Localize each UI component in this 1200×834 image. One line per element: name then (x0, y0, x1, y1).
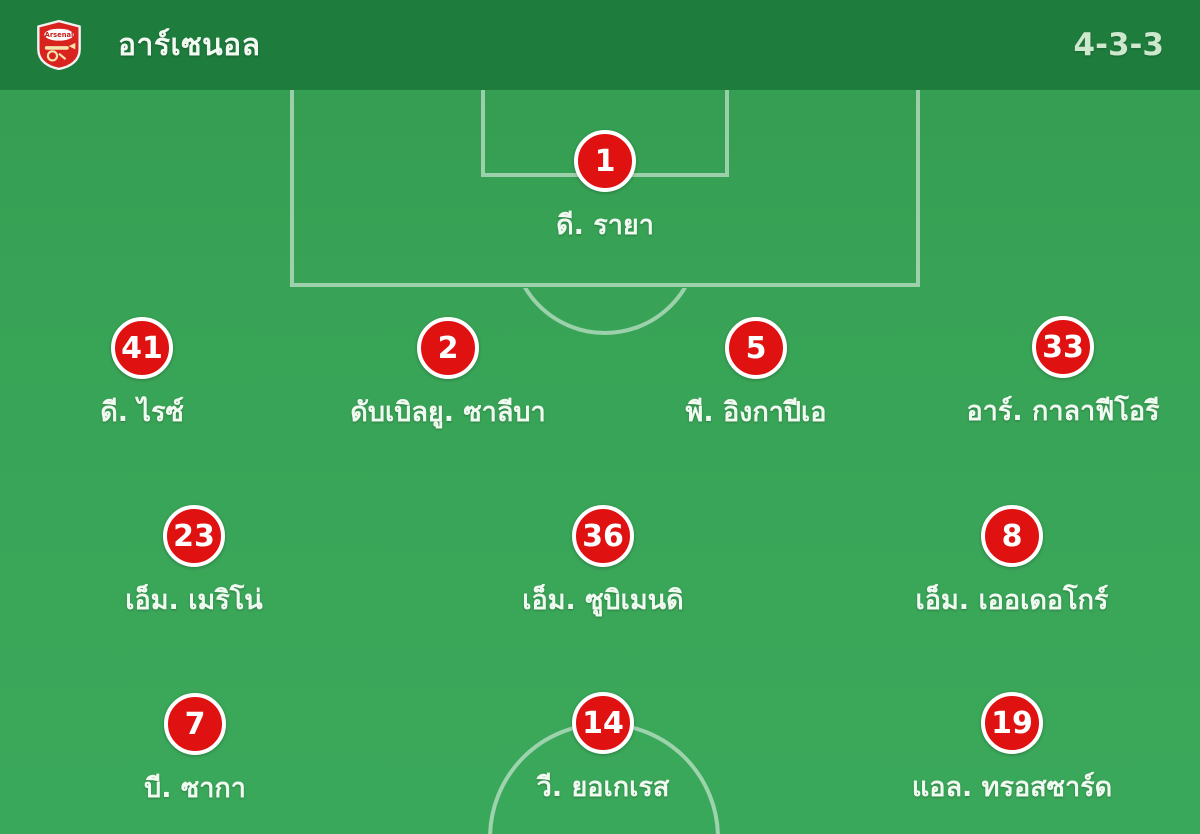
player-number-badge: 41 (111, 317, 173, 379)
player-name: ดี. รายา (556, 210, 654, 241)
arsenal-crest-icon: Arsenal (37, 20, 81, 70)
player-name: ดี. ไรซ์ (100, 397, 184, 428)
player-number-badge: 5 (725, 317, 787, 379)
player-number-badge: 23 (163, 505, 225, 567)
player-forward-1[interactable]: 7 บี. ซากา (35, 693, 355, 809)
player-midfielder-1[interactable]: 23 เอ็ม. เมริโน่ (34, 505, 354, 621)
crest-text: Arsenal (45, 31, 74, 39)
player-number-badge: 2 (417, 317, 479, 379)
player-defender-2[interactable]: 2 ดับเบิลยู. ซาลีบา (288, 317, 608, 433)
player-name: อาร์. กาลาฟีโอรี (966, 396, 1160, 427)
player-goalkeeper[interactable]: 1 ดี. รายา (445, 130, 765, 246)
player-name: บี. ซากา (144, 773, 246, 804)
player-defender-3[interactable]: 5 พี. อิงกาปีเอ (596, 317, 916, 433)
player-number-badge: 36 (572, 505, 634, 567)
player-forward-2[interactable]: 14 วี. ยอเกเรส (443, 692, 763, 808)
team-header: Arsenal อาร์เซนอล 4-3-3 (0, 0, 1200, 90)
player-defender-1[interactable]: 41 ดี. ไรซ์ (0, 317, 302, 433)
player-number-badge: 33 (1032, 316, 1094, 378)
player-name: ดับเบิลยู. ซาลีบา (350, 397, 546, 428)
player-name: เอ็ม. เออเดอโกร์ (915, 585, 1109, 616)
team-name: อาร์เซนอล (118, 27, 261, 63)
formation-label: 4-3-3 (1073, 27, 1164, 63)
player-number-badge: 8 (981, 505, 1043, 567)
player-name: เอ็ม. เมริโน่ (125, 585, 263, 616)
player-number-badge: 14 (572, 692, 634, 754)
player-name: พี. อิงกาปีเอ (685, 397, 827, 428)
player-midfielder-3[interactable]: 8 เอ็ม. เออเดอโกร์ (852, 505, 1172, 621)
player-name: แอล. ทรอสซาร์ด (911, 772, 1113, 803)
player-forward-3[interactable]: 19 แอล. ทรอสซาร์ด (852, 692, 1172, 808)
player-defender-4[interactable]: 33 อาร์. กาลาฟีโอรี (903, 316, 1200, 432)
player-number-badge: 19 (981, 692, 1043, 754)
player-midfielder-2[interactable]: 36 เอ็ม. ซูบิเมนดิ (443, 505, 763, 621)
player-number-badge: 1 (574, 130, 636, 192)
player-name: วี. ยอเกเรส (536, 772, 670, 803)
player-name: เอ็ม. ซูบิเมนดิ (522, 585, 684, 616)
player-number-badge: 7 (164, 693, 226, 755)
